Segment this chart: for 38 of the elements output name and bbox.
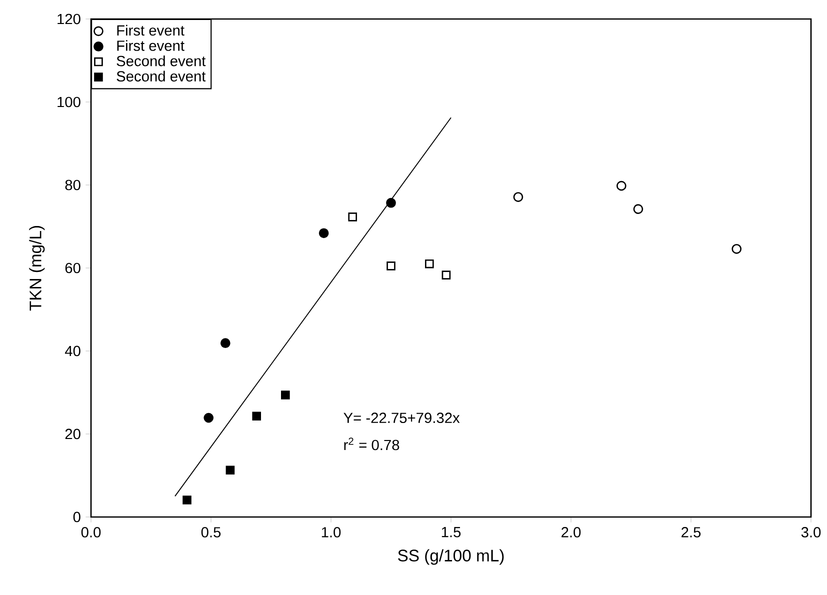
y-tick-label: 60 [65, 262, 80, 274]
y-tick-label: 80 [65, 180, 80, 190]
annotation: r$^{2}$ = 0.78 [344, 438, 400, 450]
y-tick-label: 120 [58, 14, 80, 24]
x-tick-label: 1.0 [322, 527, 341, 538]
x-tick-label: 0.5 [201, 527, 221, 538]
x-tick-label: 3.0 [801, 527, 821, 538]
point [281, 390, 290, 400]
point [633, 204, 644, 214]
point [616, 180, 626, 191]
point [348, 212, 358, 222]
point [442, 270, 451, 280]
legend-label: Second event [116, 70, 206, 82]
point [425, 259, 434, 268]
point [204, 412, 214, 423]
x-tick-label: 2.0 [562, 527, 581, 538]
point [318, 228, 329, 238]
point [226, 466, 235, 474]
y-tick-label: 40 [64, 346, 80, 356]
legend-label: First event [117, 24, 184, 36]
point [386, 198, 396, 208]
y-tick-label: 20 [65, 428, 80, 440]
point [220, 338, 230, 348]
point [513, 192, 524, 202]
point [182, 496, 192, 504]
legend-label: Second event [116, 55, 206, 66]
point [386, 262, 396, 270]
x-axis-title: SS (g/100 mL) [398, 549, 504, 565]
point [732, 244, 742, 254]
y-axis-title: TKN (mg/L) [29, 226, 45, 311]
y-tick-label: 0 [73, 512, 80, 522]
point [252, 412, 262, 421]
x-tick-label: 0.0 [81, 527, 101, 538]
annotation: Y= -22.75+79.32x [344, 412, 460, 424]
legend-label: First event [117, 40, 184, 51]
y-tick-label: 100 [58, 96, 80, 108]
x-tick-label: 1.5 [442, 527, 461, 538]
x-tick-label: 2.5 [682, 527, 701, 538]
